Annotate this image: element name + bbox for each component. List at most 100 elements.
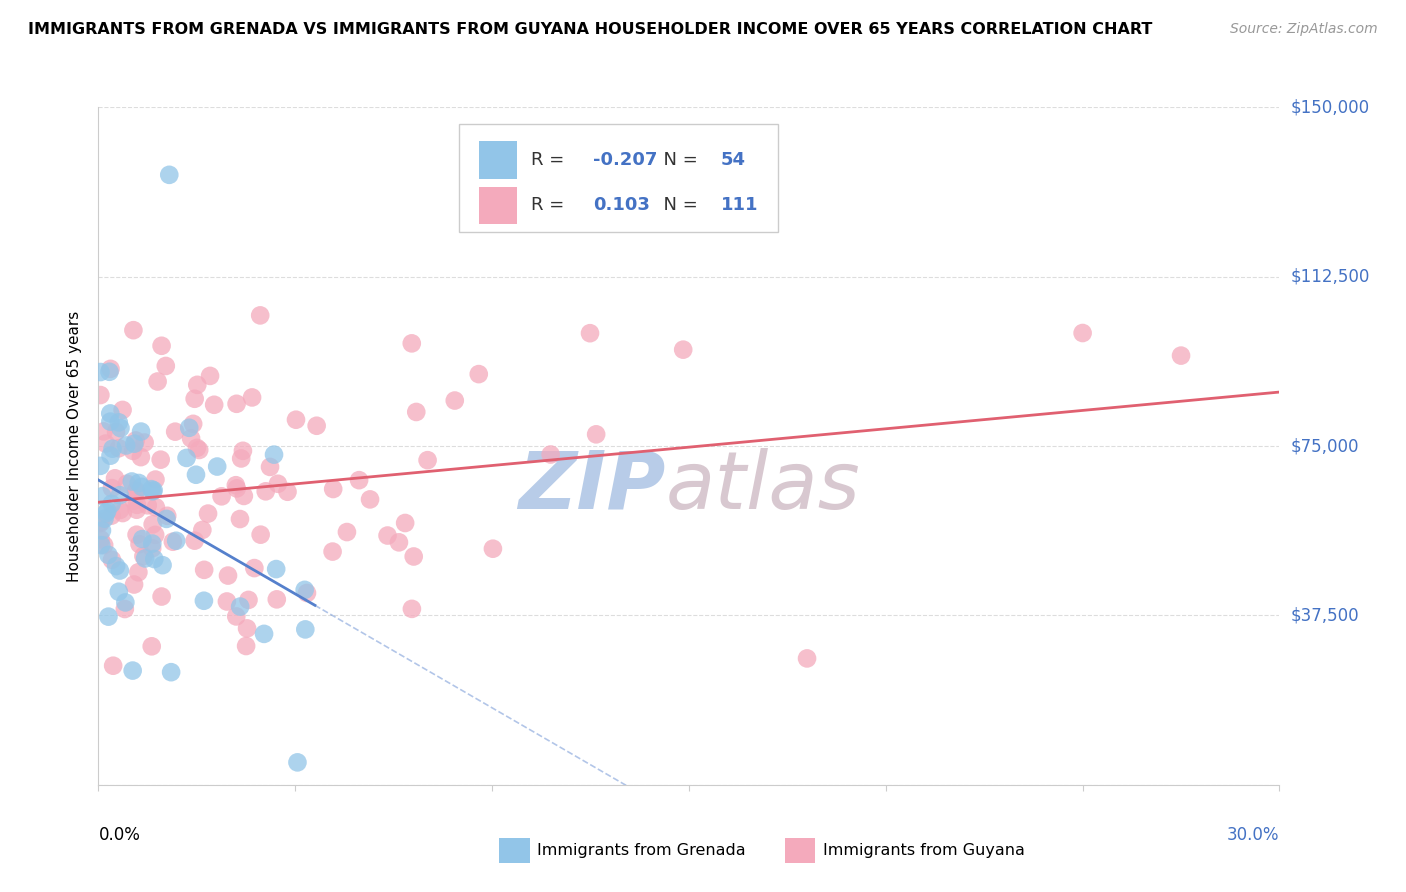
Point (105, 425, 128, 439)
Point (165, 533, 187, 548)
Point (108, 503, 131, 517)
Point (150, 339, 173, 353)
Point (115, 476, 138, 491)
Text: R =: R = (530, 196, 569, 214)
Point (89, 365, 111, 379)
Point (111, 506, 134, 520)
Point (579, 326, 602, 341)
Point (235, 639, 257, 653)
Point (225, 609, 247, 624)
Point (160, 665, 183, 680)
Point (402, 549, 425, 564)
Point (129, 425, 152, 439)
Point (249, 309, 271, 323)
Point (253, 627, 276, 641)
Point (100, 362, 122, 376)
Point (100, 415, 122, 429)
Point (188, 442, 211, 457)
Point (125, 498, 148, 512)
Point (183, 392, 205, 406)
Point (114, 602, 136, 616)
Point (108, 488, 131, 502)
FancyBboxPatch shape (478, 141, 516, 178)
Point (143, 552, 166, 566)
Point (287, 756, 309, 770)
Point (236, 621, 259, 635)
Text: R =: R = (530, 151, 569, 169)
Point (305, 418, 328, 433)
Point (122, 493, 145, 508)
Point (276, 484, 298, 499)
Point (191, 523, 214, 537)
Point (347, 473, 370, 487)
Point (124, 436, 146, 450)
Point (157, 168, 180, 182)
Point (215, 594, 238, 608)
Point (97, 548, 120, 562)
Point (125, 485, 148, 500)
Point (672, 343, 695, 357)
Text: $75,000: $75,000 (1291, 437, 1360, 455)
Point (322, 544, 344, 558)
Point (131, 480, 153, 494)
Point (285, 413, 308, 427)
Point (149, 452, 172, 467)
Point (193, 593, 215, 607)
Point (93, 511, 115, 525)
Point (377, 528, 399, 542)
Point (193, 563, 215, 577)
Point (264, 562, 287, 576)
Point (294, 623, 316, 637)
Point (141, 536, 163, 550)
Point (482, 541, 505, 556)
Point (1170, 349, 1192, 363)
Point (202, 398, 225, 412)
Text: atlas: atlas (665, 448, 860, 525)
Point (89, 388, 111, 402)
Point (90, 538, 112, 552)
Text: Immigrants from Grenada: Immigrants from Grenada (537, 843, 745, 857)
Point (101, 442, 124, 456)
Text: N =: N = (652, 151, 704, 169)
Point (183, 533, 205, 548)
Point (98, 365, 121, 379)
Point (146, 375, 169, 389)
Point (128, 537, 150, 551)
Point (97, 609, 120, 624)
Point (91, 489, 114, 503)
Point (405, 405, 427, 419)
Point (94, 506, 117, 520)
Point (131, 532, 153, 546)
Point (180, 431, 202, 445)
Point (259, 459, 281, 474)
Point (162, 534, 184, 549)
Text: 54: 54 (721, 151, 745, 169)
Text: 0.0%: 0.0% (98, 826, 141, 844)
Point (225, 478, 247, 492)
Point (249, 527, 271, 541)
Point (90, 533, 112, 547)
Text: $150,000: $150,000 (1291, 98, 1369, 116)
Point (796, 651, 818, 665)
Point (540, 448, 562, 462)
Text: IMMIGRANTS FROM GRENADA VS IMMIGRANTS FROM GUYANA HOUSEHOLDER INCOME OVER 65 YEA: IMMIGRANTS FROM GRENADA VS IMMIGRANTS FR… (28, 22, 1153, 37)
Text: 30.0%: 30.0% (1227, 826, 1279, 844)
Text: N =: N = (652, 196, 704, 214)
Point (416, 453, 439, 467)
Point (155, 512, 177, 526)
Text: $112,500: $112,500 (1291, 268, 1369, 285)
Point (108, 584, 131, 599)
Point (336, 524, 359, 539)
FancyBboxPatch shape (458, 124, 778, 233)
Point (127, 566, 149, 580)
Point (394, 516, 416, 530)
Point (111, 403, 134, 417)
Point (110, 421, 132, 435)
Point (359, 492, 381, 507)
Point (229, 512, 252, 526)
Point (217, 568, 239, 582)
Point (240, 391, 263, 405)
Point (143, 528, 166, 542)
Point (225, 482, 247, 496)
Text: 111: 111 (721, 196, 758, 214)
